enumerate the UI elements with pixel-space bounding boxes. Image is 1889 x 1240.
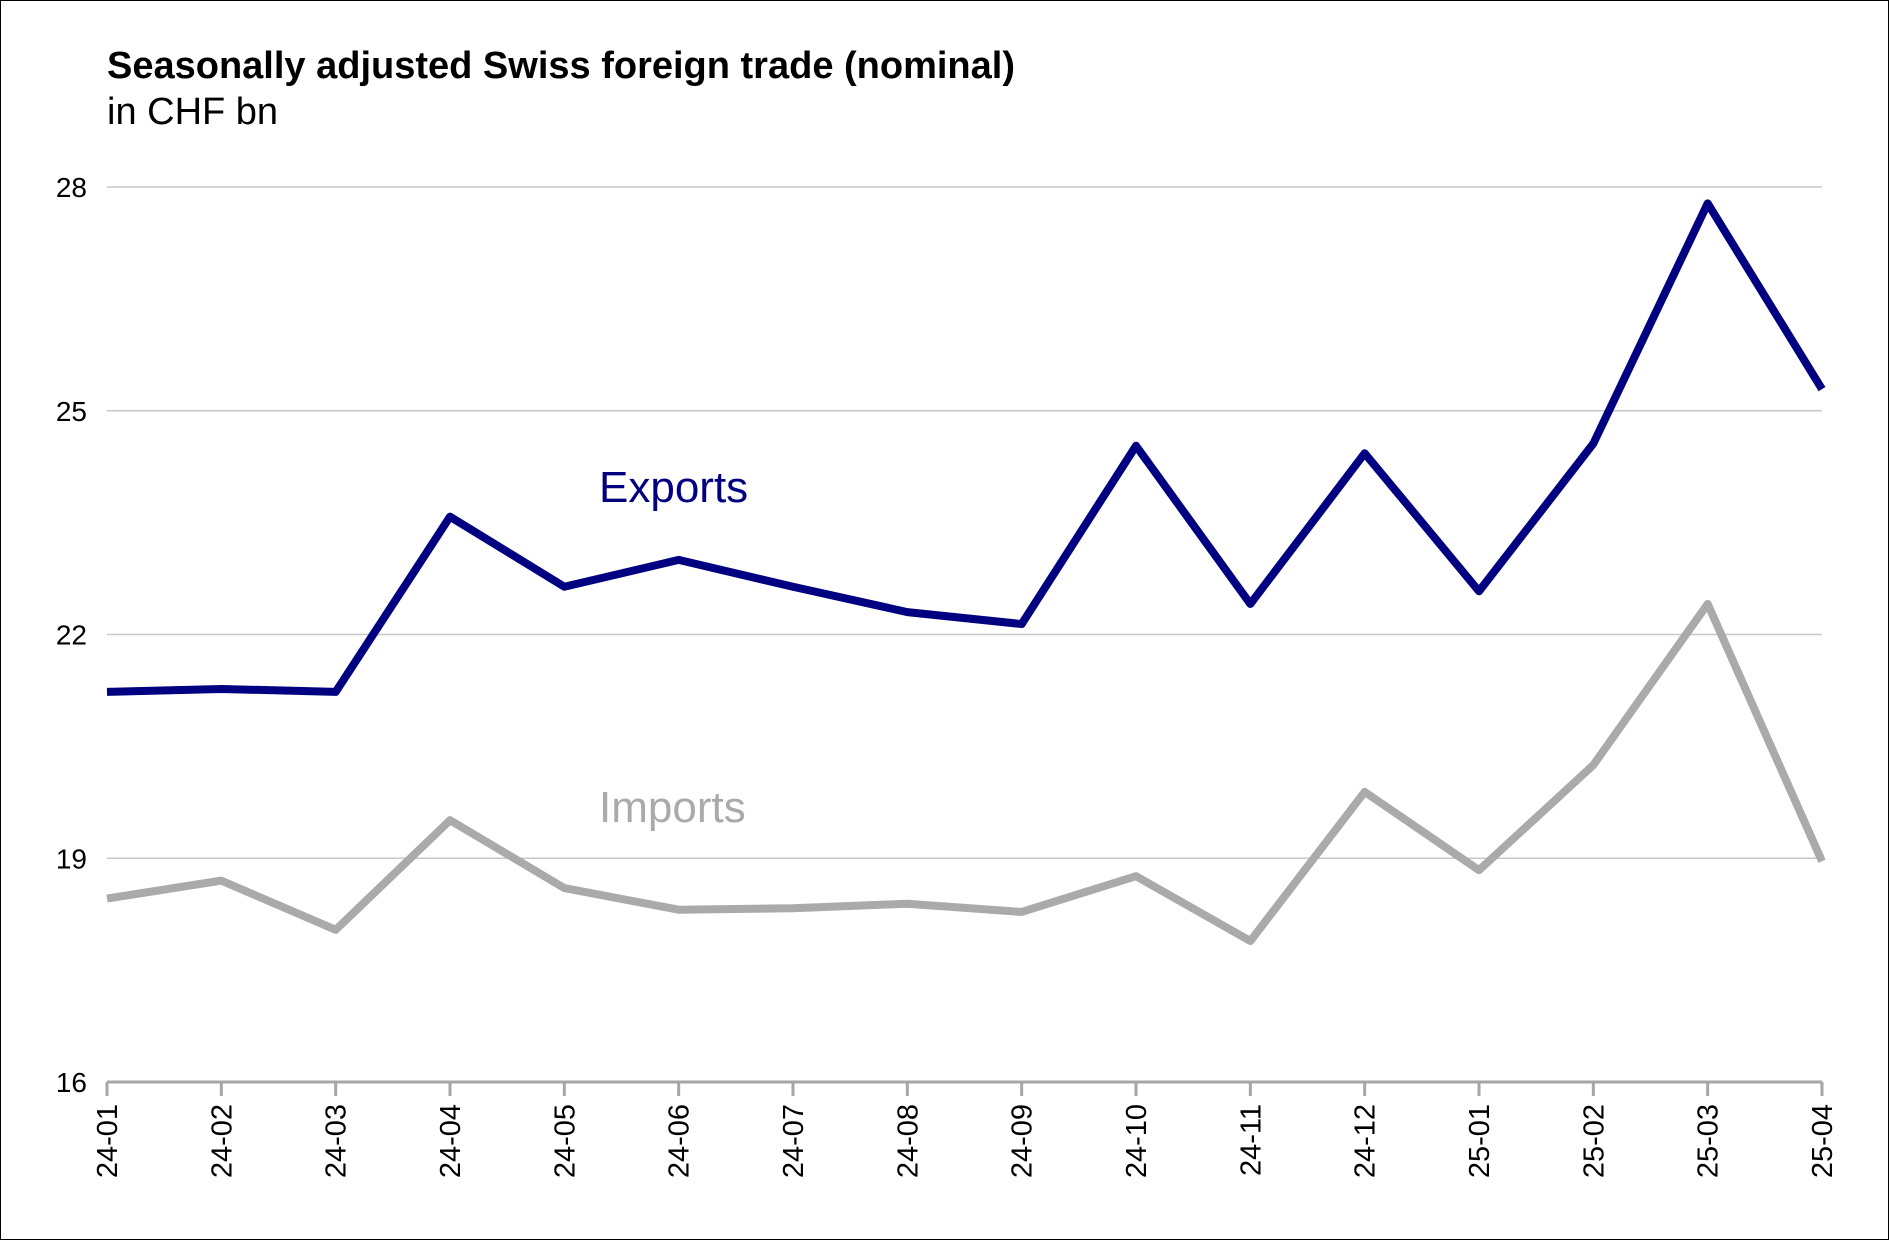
y-tick-label: 22 (56, 620, 87, 651)
x-tick-label: 24-03 (321, 1104, 353, 1178)
chart-title: Seasonally adjusted Swiss foreign trade … (107, 45, 1015, 87)
x-tick-label: 24-02 (206, 1104, 238, 1178)
x-tick-label: 24-12 (1350, 1104, 1382, 1178)
y-tick-label: 28 (56, 172, 87, 203)
x-tick-label: 24-01 (92, 1104, 124, 1178)
x-tick-label: 24-06 (664, 1104, 696, 1178)
x-tick-label: 24-10 (1121, 1104, 1153, 1178)
chart-subtitle: in CHF bn (107, 91, 278, 133)
line-series (106, 199, 1826, 696)
y-tick-label: 16 (56, 1067, 87, 1098)
x-tick-label: 25-04 (1807, 1104, 1839, 1178)
x-tick-label: 25-02 (1578, 1104, 1610, 1178)
y-tick-label: 25 (56, 396, 87, 427)
x-tick-label: 24-09 (1007, 1104, 1039, 1178)
x-tick-label: 24-07 (778, 1104, 810, 1178)
x-tick-label: 24-04 (435, 1104, 467, 1178)
line-series (106, 599, 1826, 946)
x-tick-label: 24-11 (1235, 1104, 1267, 1176)
x-tick-label: 25-01 (1464, 1104, 1496, 1178)
series-label: Exports (599, 463, 748, 512)
x-tick-label: 24-08 (892, 1104, 924, 1178)
x-tick-label: 24-05 (549, 1104, 581, 1178)
x-tick-label: 25-03 (1693, 1104, 1725, 1178)
y-tick-label: 19 (56, 843, 87, 874)
series-label: Imports (599, 783, 746, 832)
